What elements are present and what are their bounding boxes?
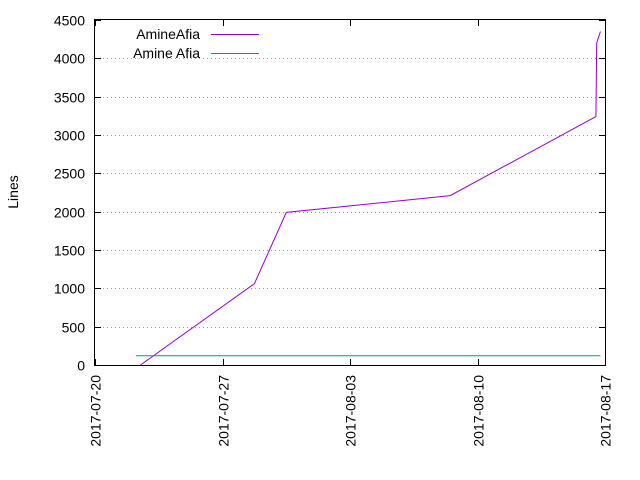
plot-frame bbox=[94, 19, 606, 366]
series-lines bbox=[135, 31, 601, 366]
y-tick-label: 4000 bbox=[54, 51, 85, 67]
x-tick-label: 2017-08-17 bbox=[598, 375, 614, 447]
x-tick-label: 2017-07-20 bbox=[88, 375, 104, 447]
x-tick-label: 2017-08-10 bbox=[471, 375, 487, 447]
y-tick-label: 2500 bbox=[54, 166, 85, 182]
legend: AmineAfia Amine Afia bbox=[133, 26, 259, 61]
y-tick-label: 0 bbox=[77, 358, 85, 374]
y-axis-ticks: 0 500 1000 1500 2000 2500 3000 3500 4000 4500 bbox=[54, 13, 605, 374]
y-tick-label: 3000 bbox=[54, 128, 85, 144]
legend-label: AmineAfia bbox=[136, 26, 200, 42]
y-axis-label: Lines bbox=[5, 175, 21, 208]
series-line-0 bbox=[140, 31, 601, 366]
y-tick-label: 4500 bbox=[54, 13, 85, 29]
x-axis-ticks: 2017-07-20 2017-07-27 2017-08-03 2017-08-10… bbox=[88, 20, 614, 447]
grid-lines bbox=[95, 58, 605, 328]
y-tick-label: 3500 bbox=[54, 90, 85, 106]
y-tick-label: 1500 bbox=[54, 243, 85, 259]
x-tick-label: 2017-07-27 bbox=[216, 375, 232, 447]
y-tick-label: 500 bbox=[62, 320, 86, 336]
y-tick-label: 2000 bbox=[54, 205, 85, 221]
y-tick-label: 1000 bbox=[54, 281, 85, 297]
x-tick-label: 2017-08-03 bbox=[343, 375, 359, 447]
legend-label: Amine Afia bbox=[133, 45, 200, 61]
